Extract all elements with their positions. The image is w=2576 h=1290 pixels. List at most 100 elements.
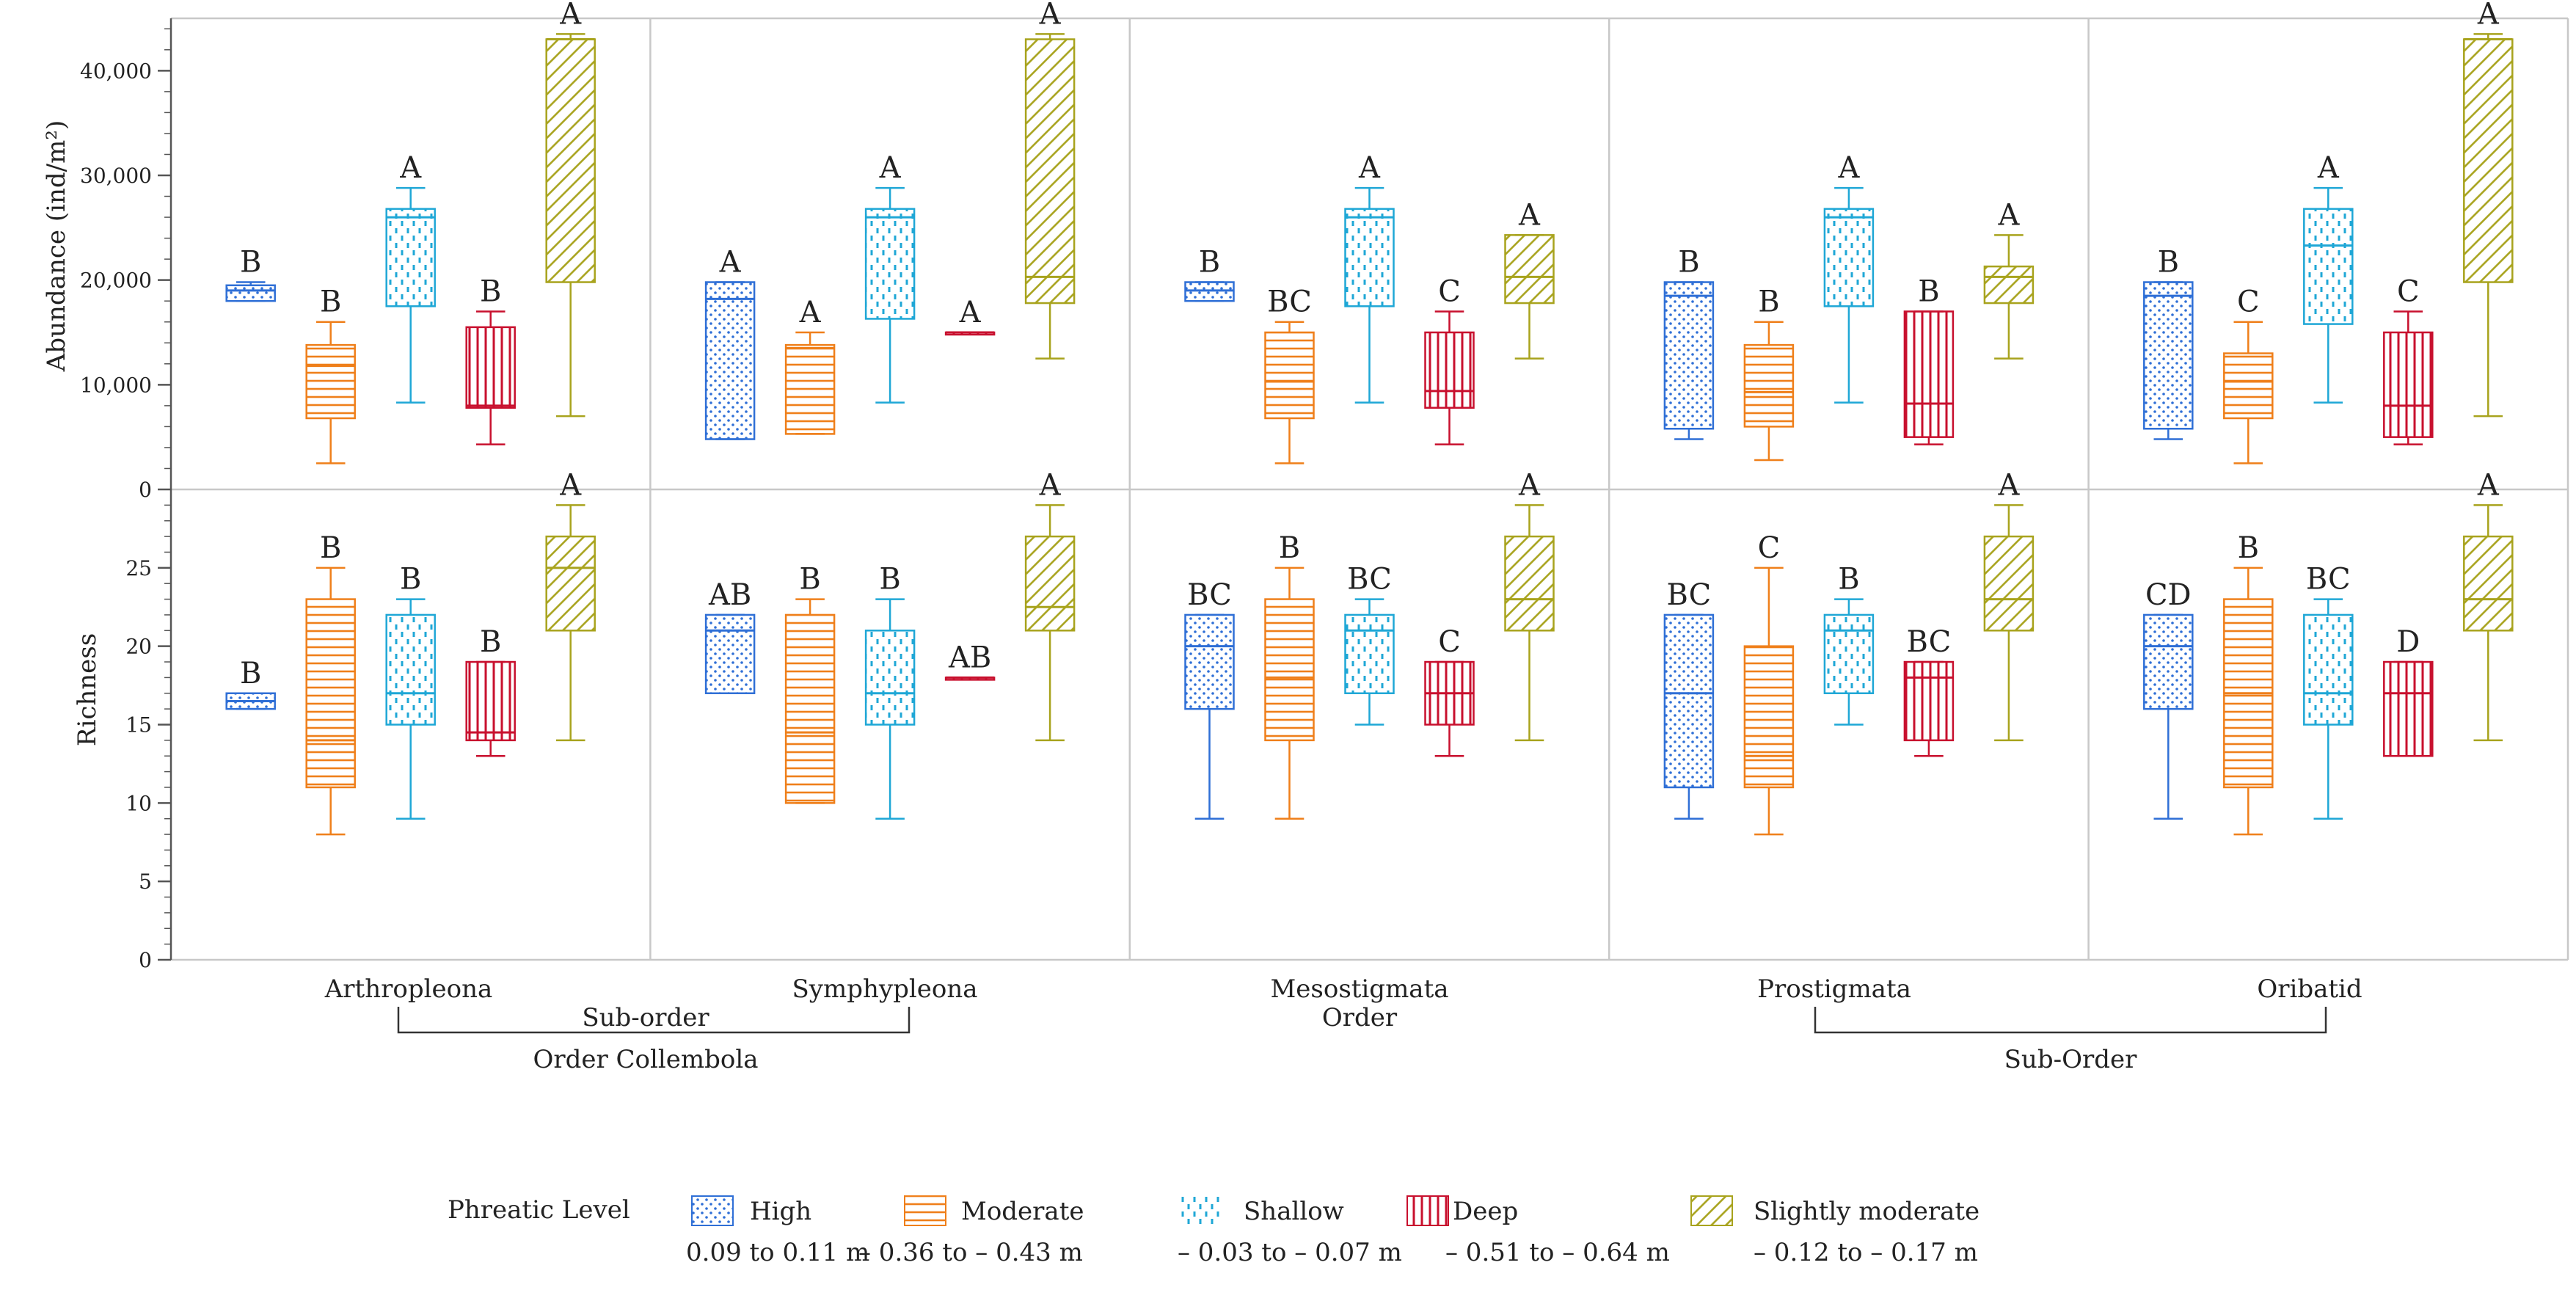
legend-swatch-moderate	[904, 1195, 946, 1226]
axes: 0 10,000 20,000 30,000 40,000 0 5 10 15 20 25	[80, 18, 172, 972]
box-abundance-arthropleona-high	[225, 281, 276, 302]
box-iqr	[465, 326, 516, 409]
box-iqr	[864, 208, 916, 320]
significance-letter: A	[2477, 0, 2500, 31]
significance-letter: BC	[1267, 285, 1312, 319]
y-tick-label: 30,000	[80, 164, 152, 188]
box-iqr	[1024, 38, 1076, 305]
y-tick-label: 20,000	[80, 269, 152, 293]
category-label-oribatid: Oribatid	[2257, 974, 2362, 1004]
significance-letter: B	[1199, 246, 1220, 280]
significance-letter: D	[2396, 625, 2420, 659]
suborder-label-left: Sub-order	[582, 1003, 709, 1032]
significance-letter: B	[320, 285, 341, 319]
category-label-mesostigmata: Mesostigmata	[1270, 974, 1448, 1004]
box-iqr	[2383, 660, 2434, 757]
box-iqr	[225, 284, 276, 302]
significance-letter: B	[879, 563, 900, 597]
box-richness-prostigmata-moderate	[1743, 566, 1795, 836]
y-tick-label: 10	[125, 791, 152, 815]
legend-label-high: High	[750, 1197, 811, 1226]
y-tick-label: 40,000	[80, 59, 152, 83]
significance-letter: BC	[1187, 578, 1232, 612]
box-iqr	[1344, 613, 1395, 695]
box-iqr	[1823, 613, 1875, 695]
box-abundance-symphypleona-high	[704, 281, 756, 440]
significance-letter: A	[1997, 198, 2020, 232]
legend: Phreatic Level High 0.09 to 0.11 m Moder…	[448, 1195, 1980, 1267]
box-iqr	[1184, 613, 1235, 710]
significance-letter: A	[1518, 468, 1541, 502]
box-iqr	[2143, 613, 2194, 710]
box-iqr	[704, 281, 756, 440]
box-richness-arthropleona-slight	[545, 504, 596, 742]
significance-letter: BC	[1907, 625, 1952, 659]
box-iqr	[1903, 660, 1955, 742]
significance-letter: A	[1358, 151, 1381, 185]
significance-letter: B	[2158, 246, 2179, 280]
significance-letter: A	[879, 151, 902, 185]
grid-lines	[171, 17, 2569, 961]
box-richness-mesostigmata-high	[1184, 613, 1235, 820]
box-abundance-mesostigmata-deep	[1424, 310, 1475, 445]
significance-letter: C	[1758, 531, 1781, 565]
box-iqr	[465, 660, 516, 742]
significance-letter: A	[799, 296, 822, 329]
legend-range-slight: – 0.12 to – 0.17 m	[1754, 1238, 1978, 1267]
significance-letter: A	[1997, 468, 2020, 502]
significance-letter: B	[400, 563, 421, 597]
significance-letter: B	[1758, 285, 1779, 319]
box-iqr	[1264, 598, 1315, 742]
box-richness-mesostigmata-shallow	[1344, 598, 1395, 726]
significance-letter: BC	[1347, 563, 1392, 597]
box-iqr	[1024, 535, 1076, 632]
legend-label-moderate: Moderate	[961, 1197, 1084, 1226]
legend-swatch-deep	[1406, 1195, 1449, 1226]
box-iqr	[2223, 352, 2274, 420]
category-label-arthropleona: Arthropleona	[324, 974, 493, 1004]
significance-letter: B	[480, 274, 501, 308]
y-tick-label: 5	[139, 870, 152, 894]
box-iqr	[704, 613, 756, 695]
box-iqr	[1823, 208, 1875, 307]
significance-letter: B	[1678, 246, 1699, 280]
significance-letter: BC	[1667, 578, 1712, 612]
significance-letter: A	[1039, 0, 1062, 31]
significance-letter: C	[2397, 274, 2420, 308]
group-labels: Sub-order Order Collembola Order Sub-Ord…	[397, 1003, 2327, 1074]
box-richness-oribatid-high	[2143, 613, 2194, 820]
significance-letter: A	[1837, 151, 1860, 185]
bracket-left	[397, 1007, 911, 1034]
y-tick-label: 0	[139, 478, 152, 502]
box-iqr	[2303, 613, 2354, 726]
significance-letter: A	[399, 151, 422, 185]
box-richness-oribatid-shallow	[2303, 598, 2354, 820]
box-richness-prostigmata-deep	[1903, 660, 1955, 757]
legend-range-deep: – 0.51 to – 0.64 m	[1445, 1238, 1670, 1267]
order-label-center: Order	[1322, 1003, 1398, 1032]
significance-letter: B	[2238, 531, 2259, 565]
significance-letter: B	[799, 563, 820, 597]
y-tick-label: 10,000	[80, 373, 152, 397]
bracket-right	[1814, 1007, 2327, 1034]
box-iqr	[1504, 234, 1555, 305]
significance-letter: AB	[948, 641, 991, 674]
order-collembola-label: Order Collembola	[533, 1045, 758, 1074]
box-iqr	[2143, 281, 2194, 430]
legend-label-deep: Deep	[1453, 1197, 1518, 1226]
box-iqr	[1424, 331, 1475, 409]
box-abundance-oribatid-shallow	[2303, 186, 2354, 404]
box-abundance-prostigmata-shallow	[1823, 186, 1875, 404]
significance-letter: B	[320, 531, 341, 565]
box-abundance-mesostigmata-high	[1184, 281, 1235, 302]
significance-letter: B	[1918, 274, 1939, 308]
box-iqr	[1743, 645, 1795, 789]
box-iqr	[305, 343, 356, 420]
box-abundance-symphypleona-slight	[1024, 33, 1076, 360]
box-richness-arthropleona-moderate	[305, 566, 356, 836]
box-iqr	[385, 613, 436, 726]
box-abundance-arthropleona-shallow	[385, 186, 436, 404]
box-abundance-symphypleona-shallow	[864, 186, 916, 404]
boxes	[225, 33, 2514, 836]
significance-letter: A	[1039, 468, 1062, 502]
